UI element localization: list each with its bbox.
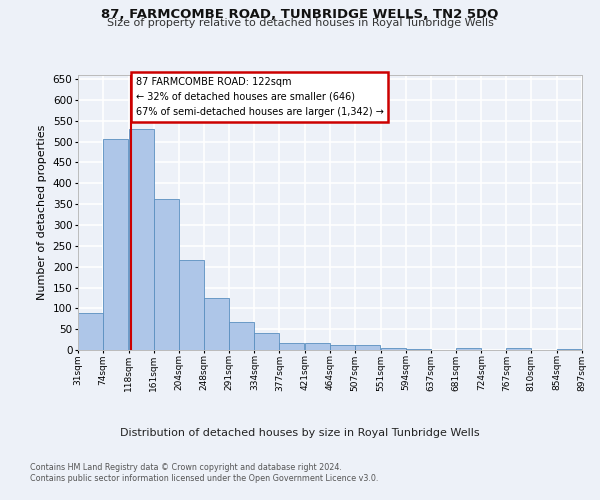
- Bar: [204, 298, 229, 350]
- Bar: [154, 199, 179, 350]
- Text: Contains HM Land Registry data © Crown copyright and database right 2024.: Contains HM Land Registry data © Crown c…: [30, 462, 342, 471]
- Text: Contains public sector information licensed under the Open Government Licence v3: Contains public sector information licen…: [30, 474, 379, 483]
- Bar: [506, 348, 532, 350]
- Text: 87 FARMCOMBE ROAD: 122sqm
← 32% of detached houses are smaller (646)
67% of semi: 87 FARMCOMBE ROAD: 122sqm ← 32% of detac…: [136, 77, 383, 116]
- Bar: [330, 344, 355, 350]
- Y-axis label: Number of detached properties: Number of detached properties: [37, 125, 47, 300]
- Text: 87, FARMCOMBE ROAD, TUNBRIDGE WELLS, TN2 5DQ: 87, FARMCOMBE ROAD, TUNBRIDGE WELLS, TN2…: [101, 8, 499, 20]
- Bar: [557, 349, 582, 350]
- Bar: [406, 349, 431, 350]
- Bar: [78, 312, 103, 350]
- Bar: [229, 322, 254, 350]
- Bar: [380, 348, 406, 350]
- Bar: [128, 129, 154, 350]
- Text: Distribution of detached houses by size in Royal Tunbridge Wells: Distribution of detached houses by size …: [120, 428, 480, 438]
- Bar: [305, 343, 330, 350]
- Text: Size of property relative to detached houses in Royal Tunbridge Wells: Size of property relative to detached ho…: [107, 18, 493, 28]
- Bar: [179, 260, 204, 350]
- Bar: [456, 348, 481, 350]
- Bar: [280, 344, 304, 350]
- Bar: [355, 345, 380, 350]
- Bar: [103, 138, 128, 350]
- Bar: [254, 332, 280, 350]
